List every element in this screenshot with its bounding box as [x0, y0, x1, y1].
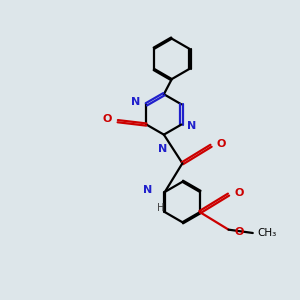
Text: CH₃: CH₃ — [258, 228, 277, 238]
Text: O: O — [235, 188, 244, 198]
Text: N: N — [158, 144, 167, 154]
Text: N: N — [131, 97, 140, 107]
Text: N: N — [187, 121, 196, 130]
Text: O: O — [235, 226, 244, 237]
Text: H: H — [157, 203, 165, 213]
Text: O: O — [102, 114, 112, 124]
Text: N: N — [143, 185, 152, 195]
Text: O: O — [217, 139, 226, 149]
